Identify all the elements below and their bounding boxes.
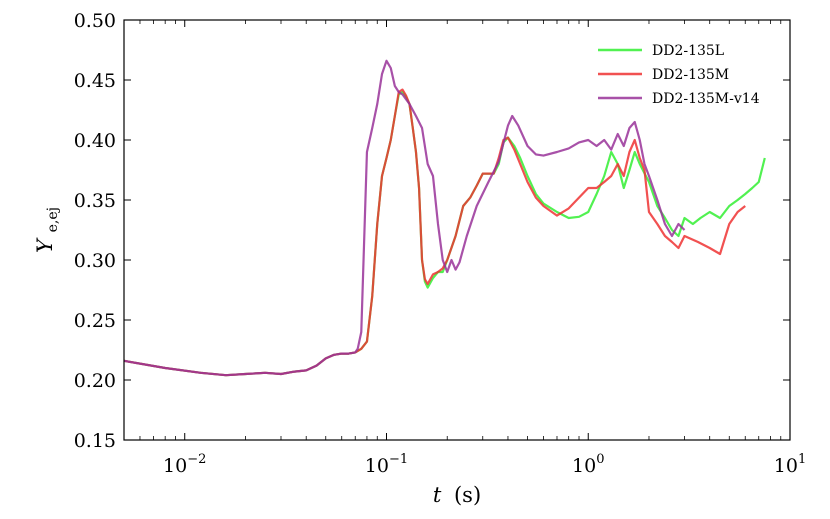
y-tick-label: 0.40 [74, 130, 116, 152]
plot-frame [123, 19, 791, 441]
plot-lines [123, 59, 766, 377]
x-axis-unit: (s) [454, 483, 481, 507]
y-axis-subscript: e,ej [45, 207, 61, 232]
x-axis-label: t (s) [433, 483, 481, 507]
axes: 0.15 0.20 0.25 0.30 0.35 0.40 0.45 0.50 10−2 10−1… [74, 10, 807, 477]
legend-label-3: DD2-135M-v14 [652, 91, 760, 107]
x-tick-label: 10−1 [365, 452, 408, 477]
y-tick-label: 0.25 [74, 310, 116, 332]
y-tick-label: 0.15 [74, 430, 116, 452]
x-tick-label: 10−2 [163, 452, 206, 477]
y-tick-label: 0.50 [74, 10, 116, 32]
legend-label-2: DD2-135M [652, 67, 729, 83]
series-line-3 [123, 59, 686, 377]
y-tick-label: 0.30 [74, 250, 116, 272]
x-tick-label: 100 [572, 452, 604, 477]
y-tick-label: 0.20 [74, 370, 116, 392]
y-tick-label: 0.35 [74, 190, 116, 212]
x-tick-label: 101 [774, 452, 806, 477]
legend-label-1: DD2-135L [652, 43, 724, 59]
y-tick-label: 0.45 [74, 70, 116, 92]
y-axis-variable: Y [33, 237, 57, 253]
legend: DD2-135L DD2-135M DD2-135M-v14 [598, 43, 760, 107]
y-axis-label: Y e,ej [33, 207, 61, 253]
x-axis-variable: t [433, 483, 442, 507]
